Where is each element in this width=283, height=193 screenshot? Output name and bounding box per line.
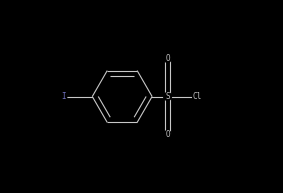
Circle shape (164, 93, 171, 100)
Text: O: O (165, 130, 170, 139)
Circle shape (193, 92, 202, 101)
Text: S: S (165, 92, 170, 101)
Text: O: O (165, 54, 170, 63)
Text: I: I (61, 92, 66, 101)
Circle shape (60, 93, 67, 100)
Text: Cl: Cl (193, 92, 202, 101)
Circle shape (164, 131, 171, 138)
Circle shape (164, 55, 171, 62)
